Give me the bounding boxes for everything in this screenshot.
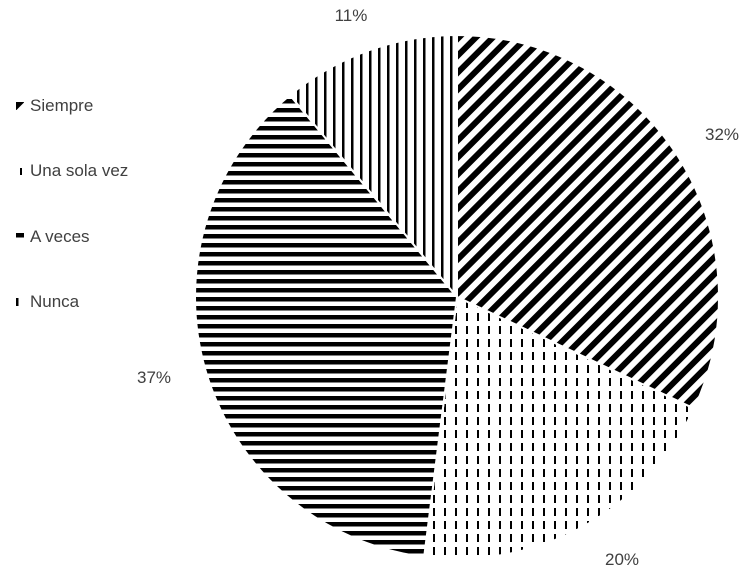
data-label-nunca: 11% [335, 6, 368, 25]
data-label-siempre: 32% [705, 125, 739, 144]
pie-slice-siempre [456, 33, 720, 410]
legend-item-siempre: Siempre [16, 96, 93, 116]
pie-slices [194, 33, 720, 560]
legend-item-nunca: Nunca [16, 292, 79, 312]
legend-label: Una sola vez [30, 161, 129, 180]
pie-slice-una-sola-vez [423, 295, 696, 560]
legend-swatch [16, 102, 24, 110]
legend-item-una-sola-vez: Una sola vez [16, 161, 128, 181]
pie-slice-a-veces [194, 93, 459, 559]
data-label-una-sola-vez: 20% [605, 550, 639, 569]
data-label-a-veces: 37% [137, 368, 171, 387]
legend-swatch [16, 167, 24, 175]
legend-label: A veces [30, 227, 90, 246]
legend-swatch [16, 233, 24, 241]
legend-label: Siempre [30, 96, 94, 115]
legend-label: Nunca [30, 292, 80, 311]
pie-slice-nunca [288, 33, 458, 300]
legend-swatch [16, 298, 24, 306]
legend-item-a-veces: A veces [16, 227, 90, 247]
pie-data-labels: 32% 20% 37% 11% [137, 6, 739, 569]
